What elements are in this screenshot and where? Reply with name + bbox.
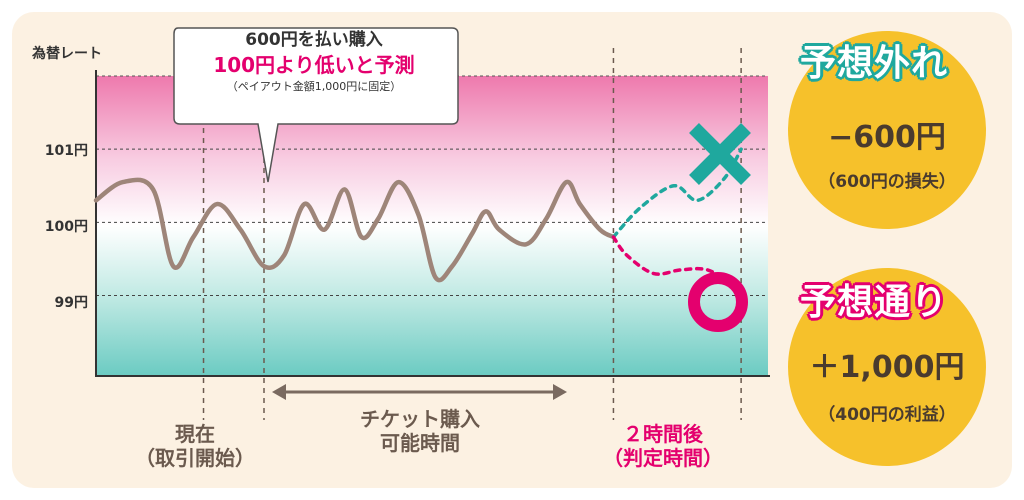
- now-label-line-1: 現在: [175, 422, 215, 446]
- purchase-window-arrow: [272, 384, 567, 400]
- now-label: 現在 （取引開始）: [120, 422, 270, 470]
- window-label-line-1: チケット購入: [360, 407, 480, 431]
- circle-icon: [688, 272, 748, 332]
- rise-scenario-line: [611, 147, 743, 239]
- plot-area: [96, 76, 768, 376]
- callout-line-3: （ペイアウト金額1,000円に固定）: [226, 80, 402, 93]
- y-tick-label: 99円: [54, 295, 88, 311]
- judgement-time-label: ２時間後 （判定時間）: [588, 422, 738, 470]
- win-note: （400円の利益）: [818, 405, 956, 425]
- loss-note: （600円の損失）: [818, 172, 956, 192]
- loss-title: 予想外れ: [800, 43, 949, 84]
- now-label-line-2: （取引開始）: [135, 446, 255, 470]
- window-label-line-2: 可能時間: [380, 431, 460, 455]
- purchase-window-label: チケット購入 可能時間: [330, 407, 510, 455]
- cross-icon: [689, 123, 751, 185]
- win-title: 予想通り: [800, 282, 949, 323]
- win-amount: ＋1,000円: [809, 350, 965, 385]
- y-tick-label: 101円: [44, 143, 88, 159]
- loss-result-circle: [788, 31, 986, 229]
- callout-line-1: 600円を払い購入: [245, 30, 383, 50]
- price-line: [93, 177, 616, 283]
- callout-text: 600円を払い購入 100円より低いと予測 （ペイアウト金額1,000円に固定）: [174, 28, 454, 96]
- y-tick-label: 100円: [44, 219, 88, 235]
- after-label-line-2: （判定時間）: [603, 446, 723, 470]
- callout-bubble: [173, 27, 459, 183]
- win-result-circle: [788, 268, 986, 466]
- y-axis-title: 為替レート: [32, 46, 102, 62]
- after-label-line-1: ２時間後: [623, 422, 703, 446]
- callout-line-2: 100円より低いと予測: [213, 53, 415, 77]
- loss-amount: −600円: [828, 120, 946, 155]
